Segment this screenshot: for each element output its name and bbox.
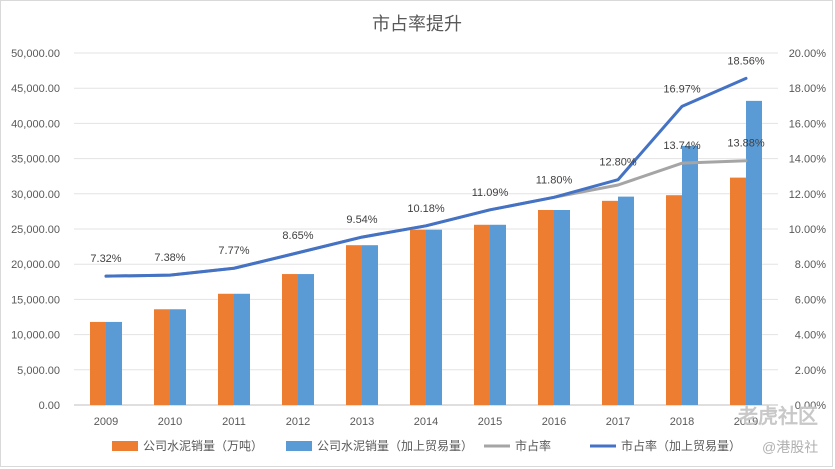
data-label: 13.88% bbox=[727, 138, 765, 150]
watermark-handle-text: @港股社 bbox=[762, 439, 818, 455]
y-right-tick-label: 6.00% bbox=[795, 294, 826, 306]
bar bbox=[218, 293, 234, 405]
legend-label: 公司水泥销量（加上贸易量） bbox=[317, 439, 473, 453]
bar bbox=[346, 245, 362, 405]
y-left-tick-label: 30,000.00 bbox=[11, 189, 60, 201]
data-label: 7.77% bbox=[218, 245, 249, 257]
y-right-tick-label: 0.00% bbox=[795, 400, 826, 412]
x-tick-label: 2017 bbox=[606, 416, 630, 428]
y-right-tick-label: 14.00% bbox=[789, 154, 827, 166]
data-label: 7.32% bbox=[90, 253, 121, 265]
bar bbox=[618, 196, 634, 405]
bar bbox=[234, 293, 250, 405]
legend: 公司水泥销量（万吨） 公司水泥销量（加上贸易量） 市占率 市占率（加上贸易量） bbox=[112, 438, 741, 453]
bar bbox=[106, 321, 122, 405]
y-right-tick-label: 4.00% bbox=[795, 330, 826, 342]
y-left-tick-label: 45,000.00 bbox=[11, 83, 60, 95]
data-label: 11.80% bbox=[536, 174, 573, 186]
watermark: 老虎社区 @港股社 bbox=[738, 404, 818, 455]
data-labels: 7.32% 7.38% 7.77% 8.65% 9.54% 10.18% 11.09% 11.… bbox=[90, 55, 764, 265]
data-label: 10.18% bbox=[407, 203, 445, 215]
data-label: 7.38% bbox=[154, 252, 185, 264]
watermark-logo-text: 老虎社区 bbox=[738, 404, 818, 428]
bar bbox=[666, 195, 682, 405]
x-tick-label: 2009 bbox=[94, 416, 118, 428]
data-label: 11.09% bbox=[472, 187, 509, 199]
bar bbox=[362, 245, 378, 405]
y-left-tick-label: 35,000.00 bbox=[11, 154, 60, 166]
bars bbox=[90, 100, 762, 406]
gridlines bbox=[74, 52, 778, 406]
bar bbox=[490, 224, 506, 405]
bar bbox=[554, 209, 570, 405]
x-tick-label: 2014 bbox=[414, 416, 438, 428]
bar bbox=[682, 145, 698, 406]
bar bbox=[154, 309, 170, 405]
bar bbox=[170, 309, 186, 405]
legend-swatch bbox=[286, 441, 312, 451]
bar bbox=[602, 200, 618, 405]
data-label: 16.97% bbox=[663, 83, 701, 95]
bar bbox=[730, 177, 746, 405]
y-left-tick-label: 25,000.00 bbox=[11, 224, 60, 236]
data-label: 13.74% bbox=[663, 140, 701, 152]
x-tick-label: 2018 bbox=[670, 416, 694, 428]
chart-title: 市占率提升 bbox=[372, 14, 462, 34]
bar bbox=[90, 321, 106, 405]
y-left-tick-label: 10,000.00 bbox=[11, 330, 60, 342]
y-left-tick-label: 40,000.00 bbox=[11, 118, 60, 130]
legend-label: 公司水泥销量（万吨） bbox=[143, 439, 263, 453]
legend-label: 市占率（加上贸易量） bbox=[621, 438, 741, 453]
bar bbox=[538, 209, 554, 405]
bar bbox=[298, 274, 314, 405]
data-label: 18.56% bbox=[727, 55, 765, 67]
data-label: 8.65% bbox=[282, 230, 313, 242]
x-tick-label: 2015 bbox=[478, 416, 502, 428]
y-left-tick-label: 5,000.00 bbox=[17, 365, 60, 377]
data-label: 9.54% bbox=[346, 214, 377, 226]
legend-label: 市占率 bbox=[515, 438, 551, 453]
y-right-tick-label: 8.00% bbox=[795, 259, 826, 271]
lines bbox=[104, 76, 748, 278]
y-right-tick-label: 20.00% bbox=[789, 48, 827, 60]
series-line bbox=[104, 76, 748, 278]
y-left-tick-label: 15,000.00 bbox=[11, 294, 60, 306]
bar bbox=[282, 274, 298, 405]
x-tick-label: 2012 bbox=[286, 416, 310, 428]
y-right-tick-label: 10.00% bbox=[789, 224, 827, 236]
x-tick-label: 2019 bbox=[734, 416, 758, 428]
axes: 0.00 5,000.00 10,000.00 15,000.00 20,000.00 2… bbox=[11, 48, 826, 428]
y-left-tick-label: 0.00 bbox=[39, 400, 60, 412]
x-tick-label: 2013 bbox=[350, 416, 374, 428]
y-left-tick-label: 50,000.00 bbox=[11, 48, 60, 60]
bar bbox=[410, 229, 426, 405]
bar bbox=[746, 100, 762, 405]
y-right-tick-label: 12.00% bbox=[789, 189, 827, 201]
y-right-tick-label: 2.00% bbox=[795, 365, 826, 377]
x-tick-label: 2016 bbox=[542, 416, 566, 428]
x-tick-label: 2010 bbox=[158, 416, 182, 428]
y-right-tick-label: 18.00% bbox=[789, 83, 827, 95]
bar bbox=[426, 229, 442, 405]
x-tick-label: 2011 bbox=[222, 416, 246, 428]
data-label: 12.80% bbox=[599, 157, 637, 169]
bar bbox=[474, 224, 490, 405]
legend-swatch bbox=[112, 441, 138, 451]
y-left-tick-label: 20,000.00 bbox=[11, 259, 60, 271]
y-right-tick-label: 16.00% bbox=[789, 118, 827, 130]
